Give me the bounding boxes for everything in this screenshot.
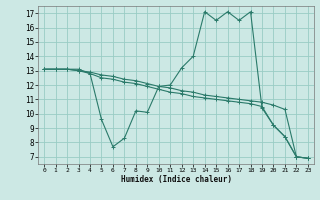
X-axis label: Humidex (Indice chaleur): Humidex (Indice chaleur): [121, 175, 231, 184]
